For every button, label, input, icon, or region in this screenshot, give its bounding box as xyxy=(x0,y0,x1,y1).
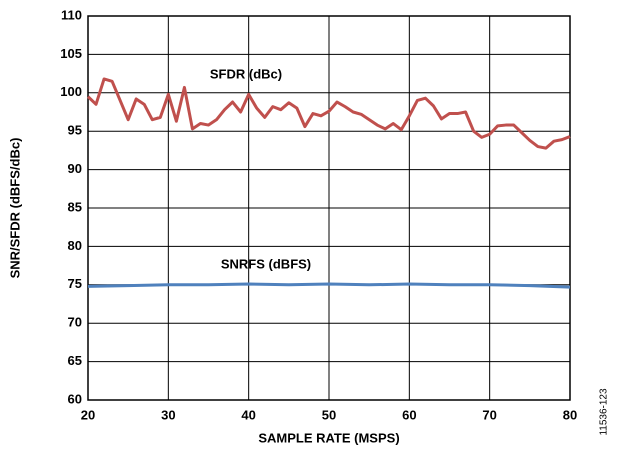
y-tick-label: 85 xyxy=(68,199,82,214)
y-tick-label: 100 xyxy=(60,84,82,99)
x-tick-label: 80 xyxy=(563,407,577,422)
y-tick-label: 90 xyxy=(68,161,82,176)
x-axis-label: SAMPLE RATE (MSPS) xyxy=(258,430,399,445)
y-tick-label: 80 xyxy=(68,238,82,253)
x-tick-label: 50 xyxy=(322,407,336,422)
x-tick-label: 30 xyxy=(161,407,175,422)
x-tick-label: 40 xyxy=(241,407,255,422)
y-tick-label: 75 xyxy=(68,276,82,291)
x-tick-label: 70 xyxy=(482,407,496,422)
x-tick-label: 20 xyxy=(81,407,95,422)
y-tick-label: 60 xyxy=(68,391,82,406)
data-line xyxy=(86,77,571,150)
y-tick-label: 95 xyxy=(68,123,82,138)
y-tick-label: 70 xyxy=(68,315,82,330)
data-line xyxy=(87,282,571,289)
y-axis-label: SNR/SFDR (dBFS/dBc) xyxy=(7,138,22,279)
figure-code: 11536-123 xyxy=(599,388,610,436)
plot-frame xyxy=(87,15,571,401)
series-label: SNRFS (dBFS) xyxy=(221,256,311,271)
series-label: SFDR (dBc) xyxy=(210,66,282,81)
y-tick-label: 65 xyxy=(68,353,82,368)
y-tick-label: 105 xyxy=(60,46,82,61)
y-tick-label: 110 xyxy=(61,7,82,22)
x-tick-label: 60 xyxy=(402,407,416,422)
